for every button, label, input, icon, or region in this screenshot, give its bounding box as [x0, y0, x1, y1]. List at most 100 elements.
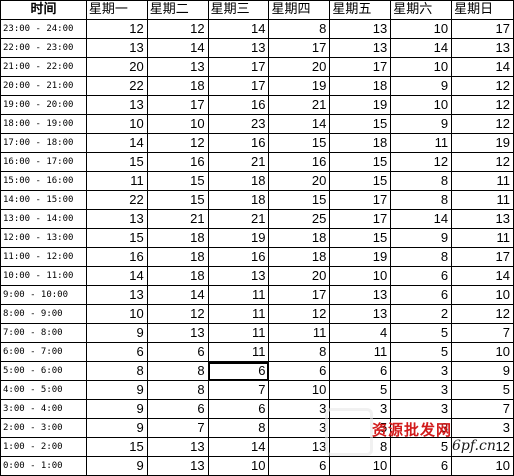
time-cell[interactable]: 2:00 - 3:00	[0, 418, 87, 438]
value-cell[interactable]: 10	[146, 114, 209, 134]
value-cell[interactable]: 21	[268, 95, 331, 115]
value-cell[interactable]: 15	[85, 437, 148, 457]
time-cell[interactable]: 10:00 - 11:00	[0, 266, 87, 286]
value-cell[interactable]: 18	[268, 247, 331, 267]
time-cell[interactable]: 15:00 - 16:00	[0, 171, 87, 191]
value-cell[interactable]: 3	[268, 399, 331, 419]
value-cell[interactable]: 3	[390, 380, 453, 400]
value-cell[interactable]: 3	[390, 418, 453, 438]
value-cell[interactable]: 6	[390, 456, 453, 476]
value-cell[interactable]: 12	[451, 114, 514, 134]
value-cell[interactable]: 13	[451, 209, 514, 229]
value-cell[interactable]: 8	[390, 190, 453, 210]
value-cell[interactable]: 6	[146, 399, 209, 419]
value-cell[interactable]: 12	[268, 304, 331, 324]
value-cell[interactable]: 8	[146, 380, 209, 400]
value-cell[interactable]: 14	[268, 114, 331, 134]
value-cell[interactable]: 18	[268, 228, 331, 248]
value-cell[interactable]: 12	[85, 19, 148, 39]
value-cell[interactable]: 10	[207, 456, 270, 476]
time-column-header[interactable]: 时间	[0, 0, 87, 20]
value-cell[interactable]: 18	[146, 228, 209, 248]
value-cell[interactable]: 16	[268, 152, 331, 172]
value-cell[interactable]: 12	[451, 437, 514, 457]
value-cell[interactable]: 17	[268, 38, 331, 58]
value-cell[interactable]: 11	[207, 304, 270, 324]
value-cell[interactable]: 13	[329, 38, 392, 58]
time-cell[interactable]: 0:00 - 1:00	[0, 456, 87, 476]
selected-cell[interactable]: 6	[207, 361, 270, 381]
value-cell[interactable]: 16	[207, 95, 270, 115]
value-cell[interactable]: 18	[146, 76, 209, 96]
value-cell[interactable]: 17	[451, 247, 514, 267]
value-cell[interactable]: 18	[207, 190, 270, 210]
value-cell[interactable]: 11	[207, 342, 270, 362]
value-cell[interactable]: 5	[329, 418, 392, 438]
value-cell[interactable]: 18	[146, 247, 209, 267]
value-cell[interactable]: 22	[85, 190, 148, 210]
value-cell[interactable]: 10	[268, 380, 331, 400]
value-cell[interactable]: 17	[329, 209, 392, 229]
value-cell[interactable]: 15	[329, 152, 392, 172]
value-cell[interactable]: 13	[85, 95, 148, 115]
value-cell[interactable]: 13	[268, 437, 331, 457]
time-cell[interactable]: 4:00 - 5:00	[0, 380, 87, 400]
value-cell[interactable]: 11	[207, 285, 270, 305]
value-cell[interactable]: 8	[146, 361, 209, 381]
value-cell[interactable]: 12	[451, 95, 514, 115]
value-cell[interactable]: 10	[329, 266, 392, 286]
value-cell[interactable]: 11	[390, 133, 453, 153]
time-cell[interactable]: 1:00 - 2:00	[0, 437, 87, 457]
value-cell[interactable]: 9	[85, 399, 148, 419]
value-cell[interactable]: 18	[146, 266, 209, 286]
value-cell[interactable]: 8	[85, 361, 148, 381]
value-cell[interactable]: 17	[451, 19, 514, 39]
value-cell[interactable]: 12	[451, 304, 514, 324]
value-cell[interactable]: 19	[451, 133, 514, 153]
value-cell[interactable]: 10	[85, 304, 148, 324]
value-cell[interactable]: 15	[146, 171, 209, 191]
value-cell[interactable]: 8	[329, 437, 392, 457]
value-cell[interactable]: 15	[85, 152, 148, 172]
value-cell[interactable]: 8	[390, 171, 453, 191]
value-cell[interactable]: 14	[390, 38, 453, 58]
time-cell[interactable]: 12:00 - 13:00	[0, 228, 87, 248]
value-cell[interactable]: 18	[329, 76, 392, 96]
value-cell[interactable]: 15	[329, 171, 392, 191]
value-cell[interactable]: 10	[390, 57, 453, 77]
value-cell[interactable]: 15	[268, 190, 331, 210]
value-cell[interactable]: 13	[329, 304, 392, 324]
value-cell[interactable]: 13	[146, 57, 209, 77]
value-cell[interactable]: 6	[268, 456, 331, 476]
value-cell[interactable]: 13	[85, 209, 148, 229]
value-cell[interactable]: 19	[329, 247, 392, 267]
value-cell[interactable]: 12	[146, 133, 209, 153]
value-cell[interactable]: 18	[207, 171, 270, 191]
value-cell[interactable]: 7	[207, 380, 270, 400]
value-cell[interactable]: 8	[268, 342, 331, 362]
value-cell[interactable]: 21	[207, 152, 270, 172]
value-cell[interactable]: 3	[268, 418, 331, 438]
value-cell[interactable]: 10	[451, 456, 514, 476]
value-cell[interactable]: 17	[268, 285, 331, 305]
value-cell[interactable]: 20	[268, 57, 331, 77]
value-cell[interactable]: 20	[85, 57, 148, 77]
value-cell[interactable]: 14	[85, 266, 148, 286]
value-cell[interactable]: 7	[451, 323, 514, 343]
value-cell[interactable]: 13	[207, 266, 270, 286]
value-cell[interactable]: 15	[268, 133, 331, 153]
value-cell[interactable]: 14	[146, 38, 209, 58]
value-cell[interactable]: 3	[451, 418, 514, 438]
value-cell[interactable]: 2	[390, 304, 453, 324]
time-cell[interactable]: 20:00 - 21:00	[0, 76, 87, 96]
time-cell[interactable]: 16:00 - 17:00	[0, 152, 87, 172]
value-cell[interactable]: 12	[451, 152, 514, 172]
day-header-fri[interactable]: 星期五	[329, 0, 392, 20]
value-cell[interactable]: 8	[207, 418, 270, 438]
value-cell[interactable]: 14	[85, 133, 148, 153]
value-cell[interactable]: 16	[146, 152, 209, 172]
value-cell[interactable]: 20	[268, 171, 331, 191]
time-cell[interactable]: 23:00 - 24:00	[0, 19, 87, 39]
value-cell[interactable]: 5	[390, 342, 453, 362]
value-cell[interactable]: 12	[146, 304, 209, 324]
